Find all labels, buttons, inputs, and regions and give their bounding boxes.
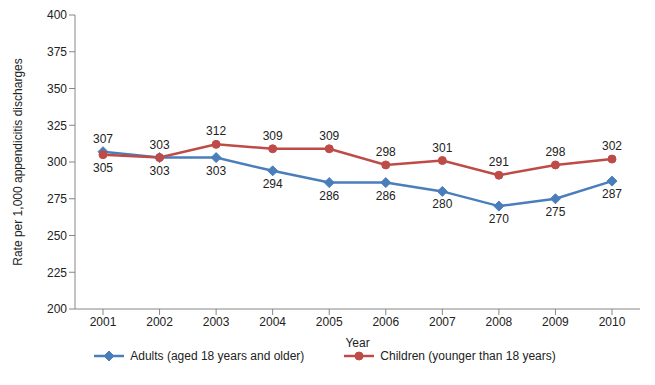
- svg-text:200: 200: [47, 302, 67, 316]
- svg-text:275: 275: [545, 205, 565, 219]
- html-text:Children (younger than 18 year: Children (younger than 18 years): [380, 349, 556, 363]
- svg-text:250: 250: [47, 229, 67, 243]
- svg-text:2003: 2003: [203, 315, 230, 329]
- svg-text:287: 287: [602, 187, 622, 201]
- svg-text:Rate per 1,000 appendicitis di: Rate per 1,000 appendicitis discharges: [11, 58, 25, 265]
- svg-text:280: 280: [432, 197, 452, 211]
- svg-text:286: 286: [376, 189, 396, 203]
- svg-text:286: 286: [319, 189, 339, 203]
- svg-text:300: 300: [47, 155, 67, 169]
- svg-text:270: 270: [489, 212, 509, 226]
- svg-text:307: 307: [93, 132, 113, 146]
- svg-text:225: 225: [47, 266, 67, 280]
- svg-text:2008: 2008: [486, 315, 513, 329]
- svg-text:375: 375: [47, 45, 67, 59]
- svg-text:2010: 2010: [599, 315, 626, 329]
- svg-text:2004: 2004: [259, 315, 286, 329]
- svg-text:298: 298: [376, 145, 396, 159]
- svg-text:294: 294: [263, 177, 283, 191]
- svg-text:2005: 2005: [316, 315, 343, 329]
- svg-text:2001: 2001: [90, 315, 117, 329]
- svg-text:350: 350: [47, 82, 67, 96]
- svg-text:400: 400: [47, 8, 67, 22]
- svg-text:312: 312: [206, 124, 226, 138]
- svg-text:2007: 2007: [429, 315, 456, 329]
- svg-text:309: 309: [263, 129, 283, 143]
- html-text:Adults (aged 18 years and olde: Adults (aged 18 years and older): [130, 349, 305, 363]
- svg-text:303: 303: [150, 164, 170, 178]
- svg-text:275: 275: [47, 192, 67, 206]
- svg-text:305: 305: [93, 161, 113, 175]
- svg-text:298: 298: [545, 145, 565, 159]
- svg-text:301: 301: [432, 141, 452, 155]
- svg-text:2009: 2009: [542, 315, 569, 329]
- svg-text:2002: 2002: [146, 315, 173, 329]
- svg-text:325: 325: [47, 119, 67, 133]
- svg-text:2006: 2006: [372, 315, 399, 329]
- svg-text:303: 303: [150, 138, 170, 152]
- svg-text:Year: Year: [345, 336, 369, 350]
- svg-text:302: 302: [602, 139, 622, 153]
- svg-text:291: 291: [489, 155, 509, 169]
- svg-text:303: 303: [206, 164, 226, 178]
- svg-text:309: 309: [319, 129, 339, 143]
